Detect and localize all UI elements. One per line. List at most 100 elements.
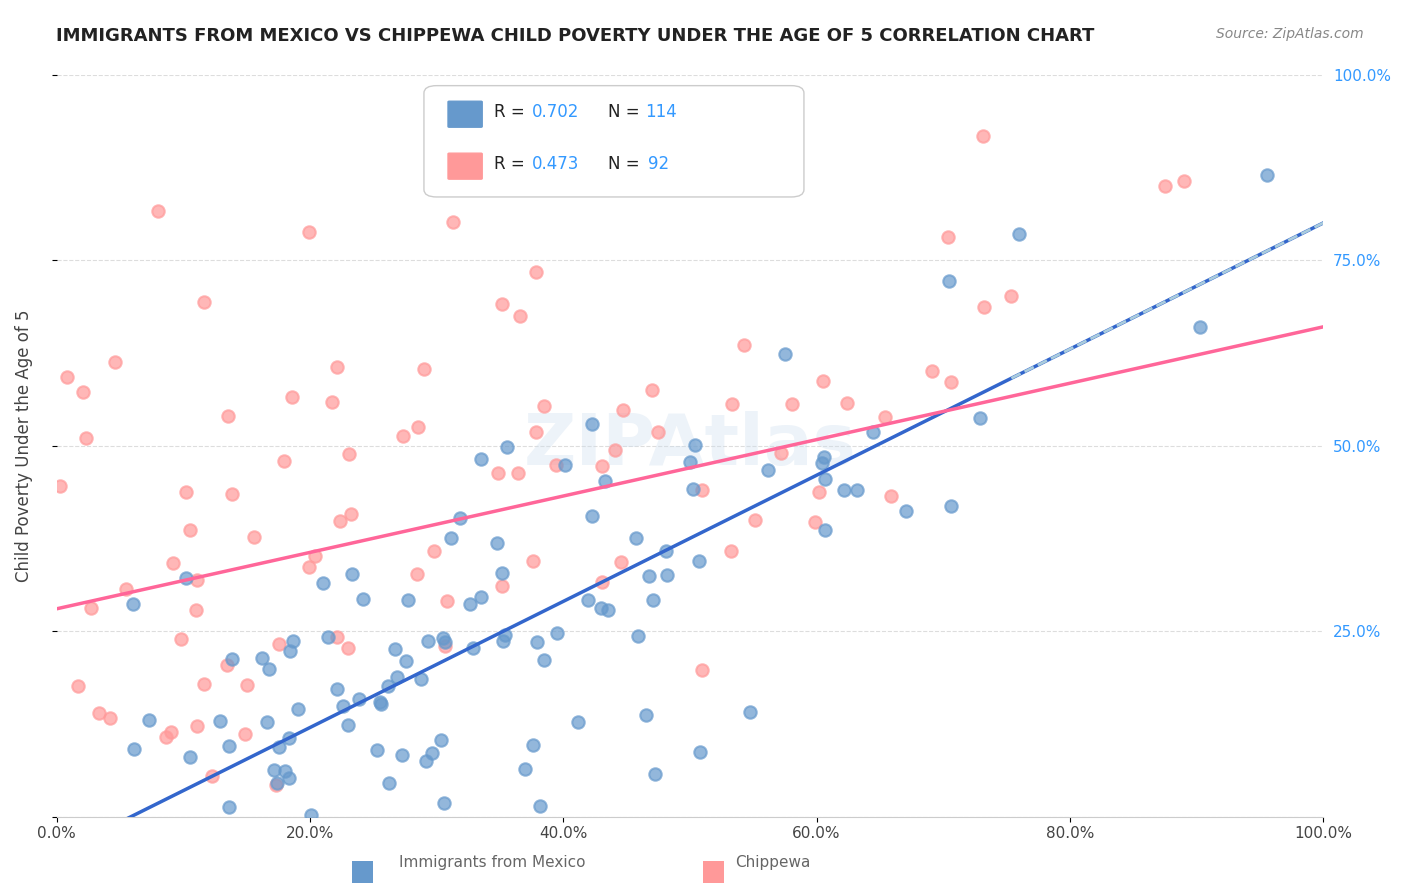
- FancyBboxPatch shape: [449, 101, 482, 128]
- Immigrants from Mexico: [378, 775, 401, 789]
- Immigrants from Mexico: [312, 575, 335, 590]
- Chippewa: [744, 513, 766, 527]
- Chippewa: [509, 309, 531, 323]
- Text: N =: N =: [607, 103, 644, 120]
- Immigrants from Mexico: [567, 714, 589, 729]
- Immigrants from Mexico: [420, 746, 443, 760]
- Immigrants from Mexico: [486, 535, 509, 549]
- Immigrants from Mexico: [370, 698, 392, 712]
- Immigrants from Mexico: [773, 347, 796, 361]
- Immigrants from Mexico: [591, 601, 613, 615]
- Text: R =: R =: [494, 154, 530, 172]
- Immigrants from Mexico: [470, 452, 492, 467]
- Chippewa: [174, 485, 197, 500]
- Immigrants from Mexico: [396, 593, 419, 607]
- Immigrants from Mexico: [756, 463, 779, 477]
- Immigrants from Mexico: [434, 635, 457, 649]
- Chippewa: [304, 549, 326, 564]
- Chippewa: [326, 360, 349, 375]
- Text: IMMIGRANTS FROM MEXICO VS CHIPPEWA CHILD POVERTY UNDER THE AGE OF 5 CORRELATION : IMMIGRANTS FROM MEXICO VS CHIPPEWA CHILD…: [56, 27, 1095, 45]
- Immigrants from Mexico: [336, 718, 359, 732]
- Chippewa: [875, 410, 897, 425]
- Chippewa: [406, 420, 429, 434]
- Chippewa: [486, 467, 509, 481]
- Immigrants from Mexico: [1189, 319, 1212, 334]
- Immigrants from Mexico: [156, 847, 179, 861]
- Immigrants from Mexico: [689, 745, 711, 759]
- Chippewa: [162, 556, 184, 570]
- Immigrants from Mexico: [416, 634, 439, 648]
- Chippewa: [170, 632, 193, 646]
- Chippewa: [434, 639, 457, 653]
- Chippewa: [491, 579, 513, 593]
- Chippewa: [281, 390, 304, 404]
- Immigrants from Mexico: [332, 698, 354, 713]
- Immigrants from Mexico: [738, 705, 761, 719]
- Chippewa: [48, 479, 70, 493]
- Chippewa: [1000, 289, 1022, 303]
- Chippewa: [610, 555, 633, 569]
- FancyBboxPatch shape: [425, 86, 804, 197]
- Immigrants from Mexico: [267, 740, 290, 755]
- Text: ZIPAtlas: ZIPAtlas: [523, 411, 856, 480]
- Chippewa: [391, 428, 413, 442]
- Chippewa: [298, 225, 321, 239]
- Chippewa: [921, 364, 943, 378]
- Chippewa: [321, 394, 343, 409]
- Chippewa: [612, 402, 634, 417]
- Chippewa: [298, 559, 321, 574]
- Immigrants from Mexico: [634, 707, 657, 722]
- Immigrants from Mexico: [624, 532, 647, 546]
- Chippewa: [148, 204, 170, 219]
- Chippewa: [1173, 174, 1195, 188]
- Chippewa: [938, 229, 960, 244]
- Text: R =: R =: [494, 103, 530, 120]
- Y-axis label: Child Poverty Under the Age of 5: Child Poverty Under the Age of 5: [15, 310, 32, 582]
- Immigrants from Mexico: [688, 554, 710, 568]
- Immigrants from Mexico: [627, 629, 650, 643]
- Immigrants from Mexico: [190, 847, 212, 861]
- Text: 0.473: 0.473: [531, 154, 579, 172]
- Chippewa: [973, 300, 995, 314]
- Immigrants from Mexico: [679, 455, 702, 469]
- Chippewa: [461, 145, 484, 159]
- Immigrants from Mexico: [299, 808, 322, 822]
- Chippewa: [215, 658, 238, 673]
- Immigrants from Mexico: [491, 566, 513, 581]
- Chippewa: [692, 663, 714, 677]
- Immigrants from Mexico: [655, 543, 678, 558]
- Text: Source: ZipAtlas.com: Source: ZipAtlas.com: [1216, 27, 1364, 41]
- Immigrants from Mexico: [208, 714, 231, 728]
- Chippewa: [115, 582, 138, 596]
- Immigrants from Mexico: [387, 670, 409, 684]
- Chippewa: [104, 354, 127, 368]
- Chippewa: [326, 630, 349, 644]
- Chippewa: [524, 425, 547, 440]
- Text: Immigrants from Mexico: Immigrants from Mexico: [399, 855, 585, 870]
- Chippewa: [217, 409, 239, 423]
- Immigrants from Mexico: [349, 692, 371, 706]
- Immigrants from Mexico: [596, 603, 619, 617]
- Immigrants from Mexico: [685, 438, 707, 452]
- Chippewa: [340, 508, 363, 522]
- Immigrants from Mexico: [529, 799, 551, 814]
- Chippewa: [647, 425, 669, 439]
- Immigrants from Mexico: [366, 743, 388, 757]
- Immigrants from Mexico: [394, 654, 416, 668]
- Chippewa: [804, 515, 827, 529]
- Immigrants from Mexico: [470, 590, 492, 604]
- Immigrants from Mexico: [546, 626, 568, 640]
- Chippewa: [939, 375, 962, 389]
- Chippewa: [66, 680, 89, 694]
- Chippewa: [160, 725, 183, 739]
- Chippewa: [808, 485, 831, 500]
- Chippewa: [441, 215, 464, 229]
- Immigrants from Mexico: [188, 844, 211, 858]
- Immigrants from Mexico: [939, 500, 962, 514]
- Chippewa: [235, 678, 257, 692]
- Immigrants from Mexico: [209, 838, 232, 852]
- Immigrants from Mexico: [526, 635, 548, 649]
- Immigrants from Mexico: [287, 702, 309, 716]
- Chippewa: [267, 637, 290, 651]
- Chippewa: [720, 544, 742, 558]
